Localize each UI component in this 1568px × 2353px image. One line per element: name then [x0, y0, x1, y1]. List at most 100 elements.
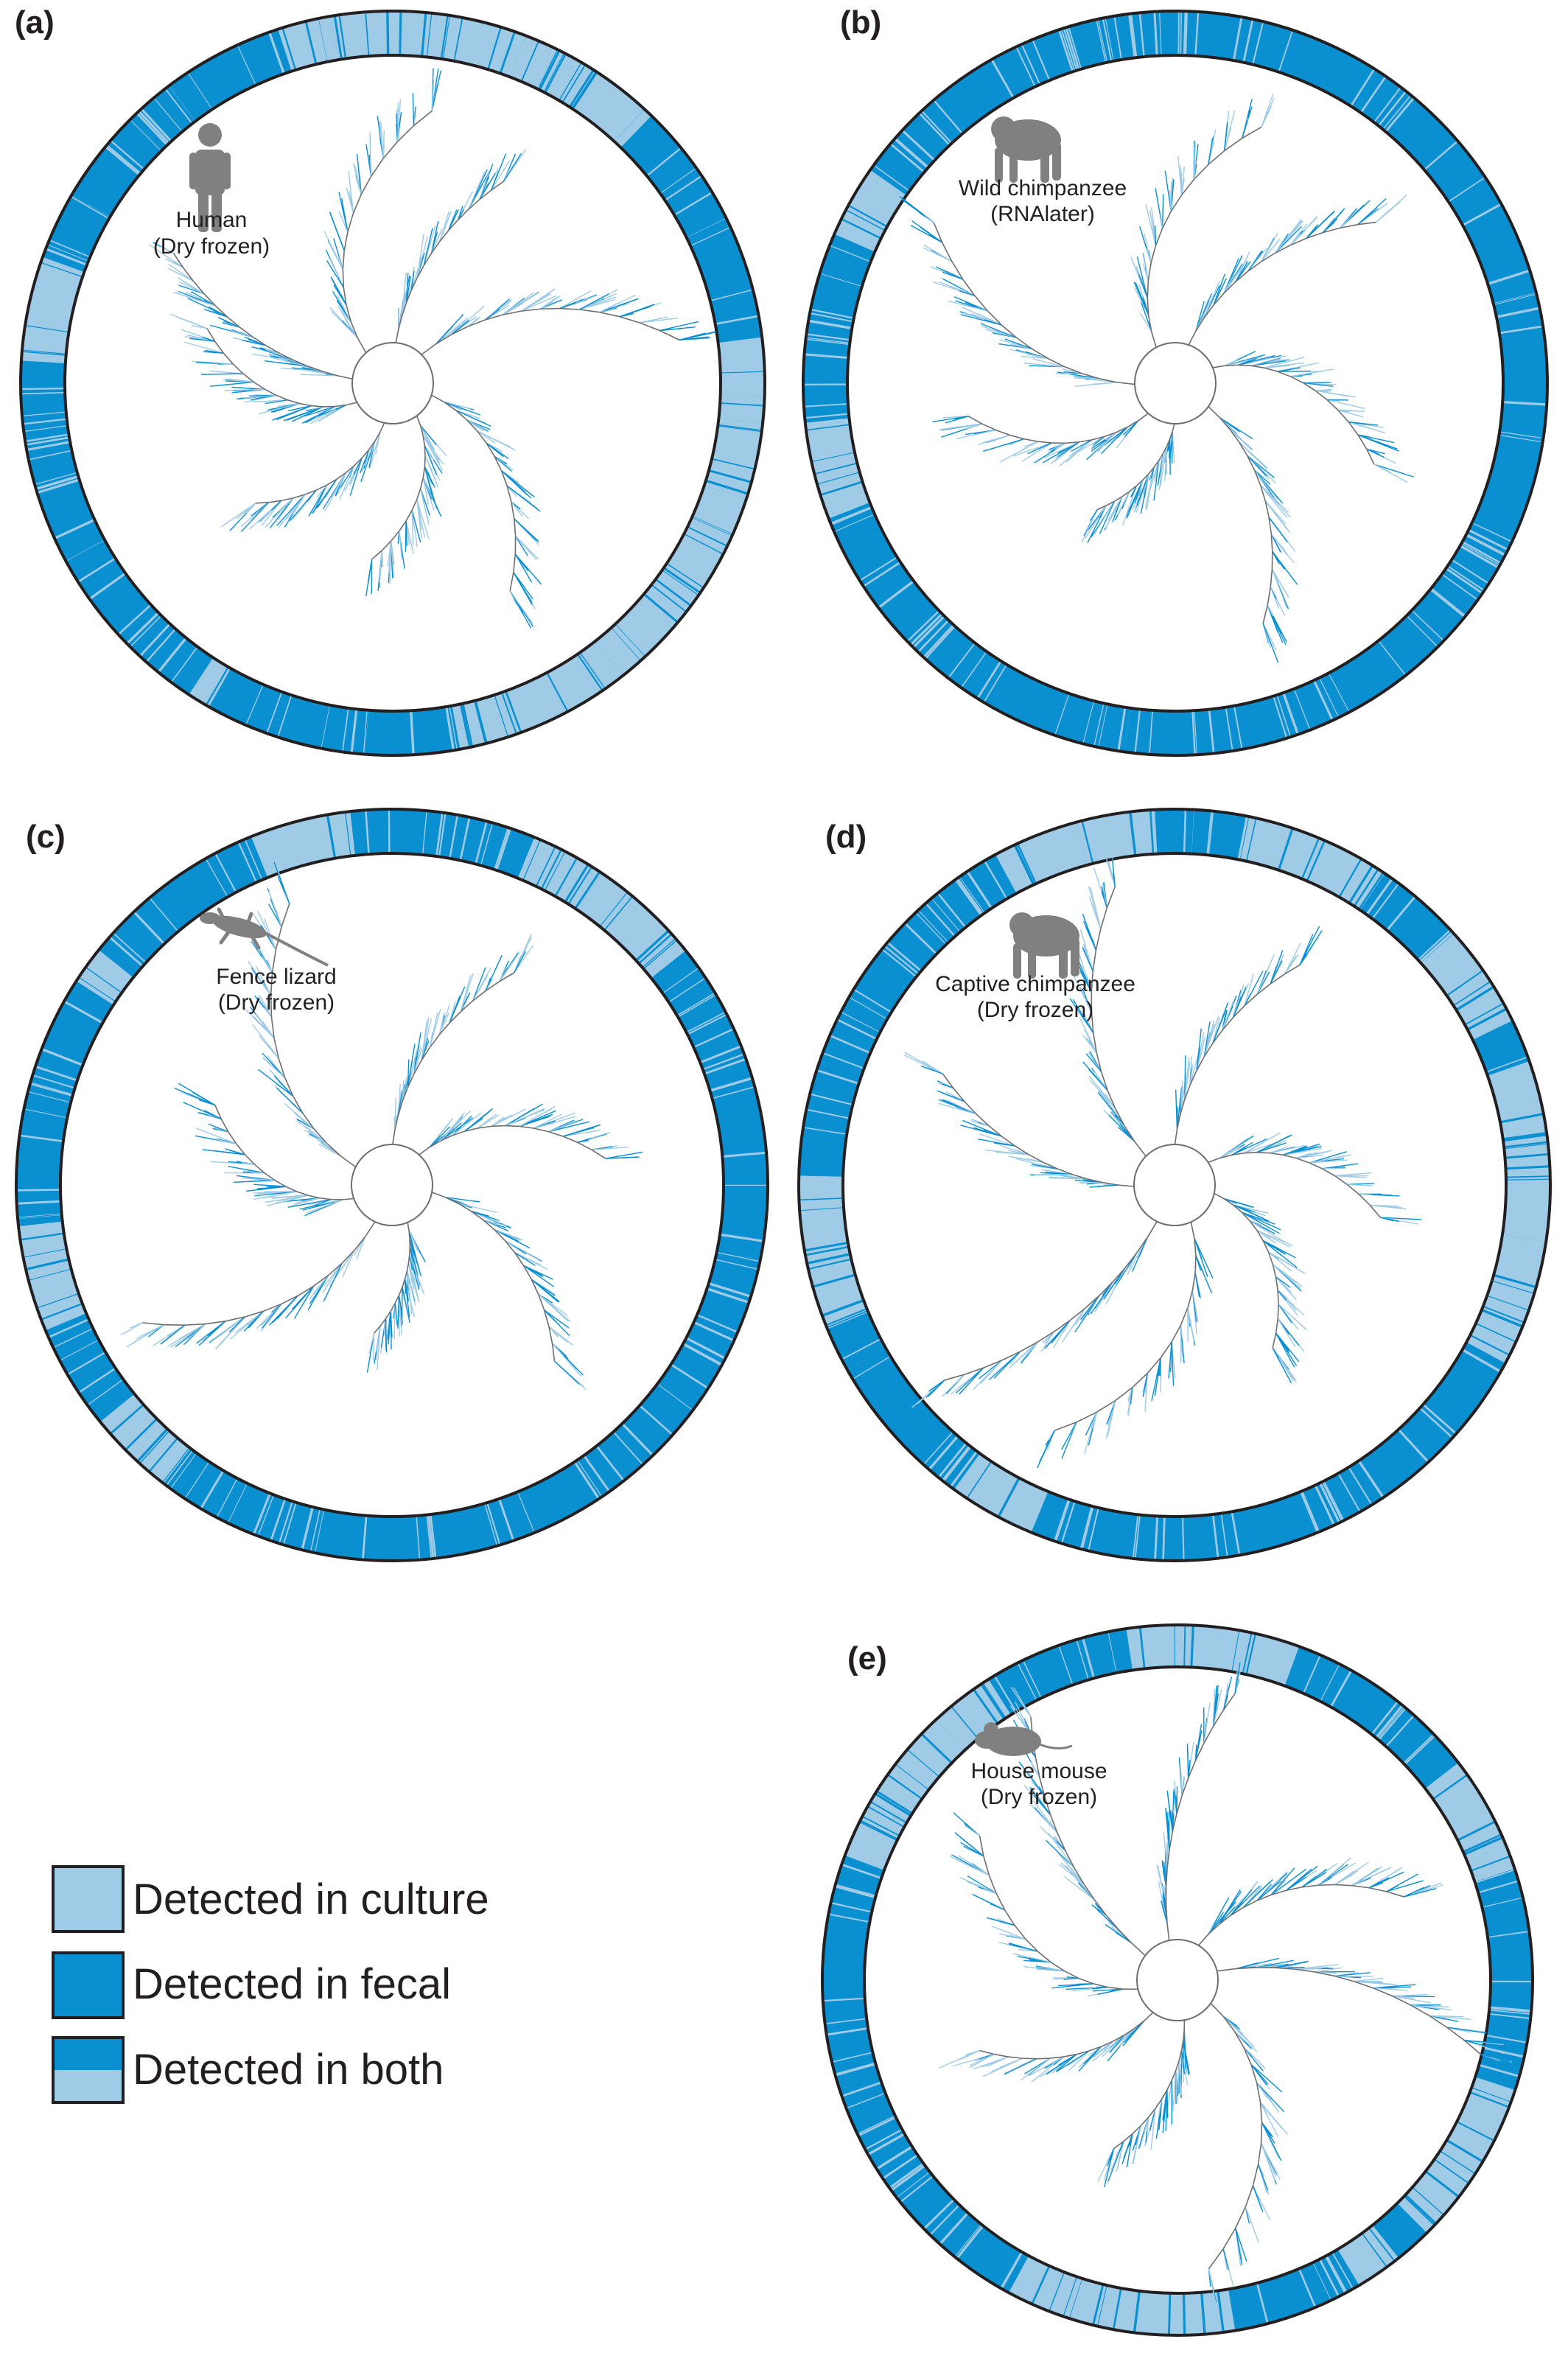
tree-branch [548, 1130, 564, 1137]
ring-stripe [57, 526, 99, 548]
tree-leaf [1032, 1766, 1040, 1777]
tree-branch [1180, 1099, 1186, 1115]
tree-leaf [1225, 360, 1237, 366]
tree-branch [337, 374, 353, 380]
tree-branch [411, 499, 418, 511]
ring-stripe [659, 962, 696, 990]
ring-stripe [839, 2074, 880, 2089]
ring-outer-border [821, 1623, 1534, 2337]
ring-stripe [601, 95, 631, 131]
ring-stripe [1186, 2293, 1191, 2335]
tree-leaf [579, 293, 609, 310]
ring-stripe [825, 1932, 867, 1940]
ring-stripe [708, 469, 752, 483]
tree-leaf [413, 1046, 421, 1074]
ring-stripe [1161, 2293, 1164, 2335]
ring-stripe [899, 1758, 934, 1786]
tree-branch [531, 1279, 539, 1295]
ring-stripe [1303, 1654, 1321, 1694]
tree-leaf [1183, 2040, 1190, 2076]
ring-stripe [433, 708, 441, 753]
tree-branch [1131, 1942, 1146, 1957]
tree-branch [485, 981, 500, 992]
tree-leaf [1117, 491, 1130, 515]
tree-branch [967, 416, 983, 424]
ring-stripe [1088, 1507, 1100, 1551]
ring-stripe [880, 950, 916, 979]
ring-stripe [1312, 2262, 1331, 2301]
ring-stripe [931, 898, 961, 933]
tree-branch [1246, 455, 1256, 471]
ring-stripe [1337, 1472, 1361, 1513]
tree-branch [1161, 211, 1172, 229]
ring-stripe [304, 21, 318, 65]
ring-stripe [924, 625, 956, 660]
tree-branch [1208, 1157, 1220, 1164]
ring-stripe [687, 525, 728, 548]
tree-leaf [1208, 138, 1214, 165]
tree-leaf [254, 1191, 297, 1197]
ring-stripe [1060, 1500, 1076, 1544]
tree-leaf [464, 1111, 491, 1132]
tree-leaf [324, 472, 346, 512]
tree-leaf [1082, 946, 1093, 972]
tree-branch [1236, 1967, 1256, 1970]
tree-branch [297, 1285, 315, 1296]
tree-leaf [349, 458, 363, 496]
tree-leaf [233, 1179, 275, 1184]
ring-stripe [1308, 1657, 1329, 1697]
tree-leaf [369, 432, 381, 469]
tree-leaf [491, 160, 510, 191]
ring-stripe [1149, 710, 1153, 755]
ring-stripe [937, 892, 966, 929]
tree-leaf [422, 477, 430, 506]
tree-leaf [243, 1310, 264, 1332]
tree-leaf [1082, 913, 1097, 951]
tree-branch [470, 1210, 483, 1220]
tree-leaf [1037, 1430, 1055, 1469]
ring-stripe [1090, 818, 1102, 862]
ring-stripe [1188, 1625, 1191, 1668]
tree-leaf [506, 485, 541, 512]
ring-stripe [26, 441, 71, 451]
ring-stripe [666, 563, 704, 589]
tree-leaf [307, 1275, 329, 1311]
ring-stripe [1082, 700, 1095, 744]
ring-stripe [1382, 892, 1410, 927]
tree-leaf [939, 423, 982, 431]
tree-branch [1191, 1273, 1196, 1291]
tree-leaf [994, 1142, 1015, 1147]
tree-leaf [1326, 399, 1349, 401]
ring-stripe [1371, 883, 1400, 920]
ring-stripe [237, 681, 258, 722]
ring-segment-culture [189, 657, 231, 707]
tree-leaf [344, 318, 358, 338]
ring-stripe [1505, 1165, 1550, 1170]
tree-leaf [1171, 1341, 1175, 1386]
ring-stripe [371, 1516, 375, 1561]
tree-leaf [1091, 1411, 1098, 1429]
ring-stripe [916, 114, 948, 148]
ring-stripe [1493, 460, 1537, 473]
ring-stripe [673, 192, 713, 216]
tree-leaf [195, 1127, 237, 1144]
ring-stripe [1098, 704, 1108, 748]
tree-leaf [1203, 1015, 1219, 1057]
ring-stripe [1379, 1708, 1408, 1742]
ring-stripe [487, 27, 502, 70]
ring-stripe [157, 637, 188, 674]
tree-leaf [509, 590, 533, 624]
tree-leaf [223, 1151, 245, 1155]
ring-stripe [966, 870, 993, 909]
ring-stripe [1446, 969, 1484, 996]
tree-leaf [178, 1323, 206, 1340]
tree-branch [395, 329, 399, 343]
ring-stripe [373, 710, 377, 755]
tree-leaf [452, 1115, 472, 1136]
tree-branch [458, 209, 469, 220]
tree-branch [494, 456, 503, 472]
tree-branch [1351, 1884, 1370, 1889]
ring-stripe [1488, 2016, 1530, 2023]
ring-stripe [575, 74, 602, 112]
ring-stripe [677, 994, 717, 1018]
